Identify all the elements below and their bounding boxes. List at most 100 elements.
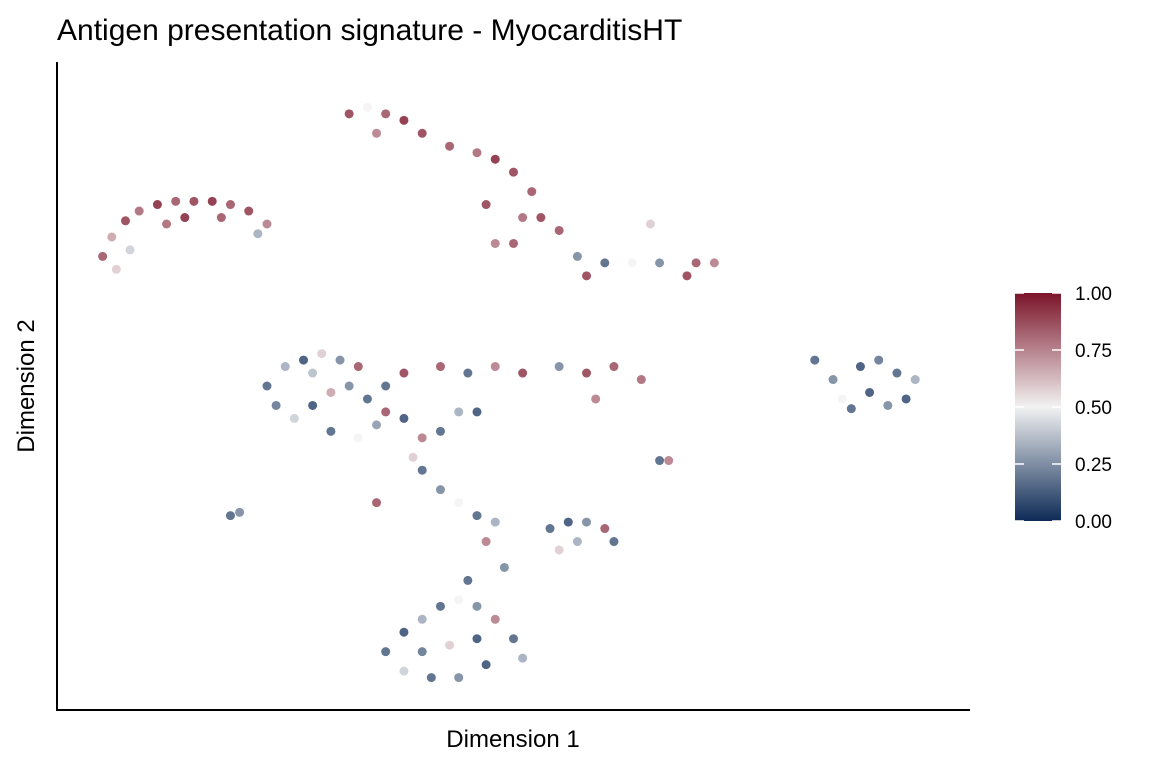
point: [435, 601, 445, 611]
point: [499, 562, 509, 572]
point: [472, 407, 482, 417]
colorbar-tick-label: 0.00: [1075, 512, 1112, 533]
x-axis-label: Dimension 1: [446, 726, 579, 753]
point: [326, 426, 336, 436]
point: [846, 404, 856, 414]
point: [892, 368, 902, 378]
point: [600, 524, 610, 534]
point: [435, 362, 445, 372]
point: [353, 433, 363, 443]
point: [481, 660, 491, 670]
point: [225, 200, 235, 210]
point: [417, 647, 427, 657]
point: [271, 400, 281, 410]
point: [490, 362, 500, 372]
point: [381, 109, 391, 119]
point: [362, 102, 372, 112]
point: [865, 387, 875, 397]
points: [98, 102, 920, 683]
point: [554, 545, 564, 555]
point: [463, 575, 473, 585]
point: [344, 381, 354, 391]
colorbar-tick-label: 0.25: [1075, 455, 1112, 476]
point: [490, 614, 500, 624]
point: [189, 196, 199, 206]
point: [509, 238, 518, 248]
point: [554, 362, 564, 372]
point: [874, 355, 884, 365]
point: [244, 206, 254, 216]
point: [381, 381, 391, 391]
colorbar-tick-label: 1.00: [1075, 284, 1112, 305]
point: [490, 238, 500, 248]
point: [308, 368, 318, 378]
point: [445, 640, 455, 650]
point: [125, 245, 135, 255]
point: [463, 368, 473, 378]
point: [280, 362, 290, 372]
point: [490, 154, 500, 164]
point: [481, 200, 491, 210]
point: [582, 368, 592, 378]
point: [536, 213, 546, 223]
point: [317, 349, 327, 359]
point: [682, 271, 692, 281]
point: [527, 187, 537, 197]
point: [417, 614, 427, 624]
point: [253, 229, 263, 239]
point: [372, 498, 382, 508]
point: [308, 400, 318, 410]
point: [445, 141, 455, 151]
point: [664, 456, 674, 466]
point: [299, 355, 309, 365]
point: [518, 213, 528, 223]
point: [645, 219, 655, 229]
point: [554, 225, 564, 235]
point: [417, 465, 427, 475]
point: [901, 394, 911, 404]
point: [509, 167, 518, 177]
point: [381, 647, 391, 657]
point: [344, 109, 354, 119]
point: [98, 251, 108, 261]
point: [509, 634, 518, 644]
point: [107, 232, 117, 242]
chart-title: Antigen presentation signature - Myocard…: [57, 14, 682, 47]
point: [362, 394, 372, 404]
point: [399, 627, 409, 637]
point: [326, 387, 336, 397]
point: [609, 362, 619, 372]
point: [472, 148, 482, 158]
point: [207, 196, 217, 206]
point: [120, 216, 130, 226]
point: [545, 524, 555, 534]
point: [481, 537, 491, 547]
point: [837, 394, 847, 404]
point: [399, 115, 409, 125]
point: [655, 456, 665, 466]
point: [417, 128, 427, 138]
point: [111, 264, 121, 274]
point: [454, 673, 464, 683]
point: [225, 511, 235, 521]
colorbar-tick-label: 0.50: [1075, 398, 1112, 419]
point: [582, 271, 592, 281]
point: [472, 601, 482, 611]
point: [518, 368, 528, 378]
point: [691, 258, 701, 268]
point: [435, 485, 445, 495]
point: [883, 400, 893, 410]
point: [426, 673, 436, 683]
point: [454, 498, 464, 508]
point: [910, 375, 920, 385]
point: [399, 666, 409, 676]
point: [472, 634, 482, 644]
point: [810, 355, 820, 365]
point: [162, 219, 172, 229]
point: [454, 595, 464, 605]
point: [600, 258, 610, 268]
point: [572, 251, 582, 261]
point: [262, 381, 272, 391]
point: [855, 362, 865, 372]
point: [518, 653, 528, 663]
